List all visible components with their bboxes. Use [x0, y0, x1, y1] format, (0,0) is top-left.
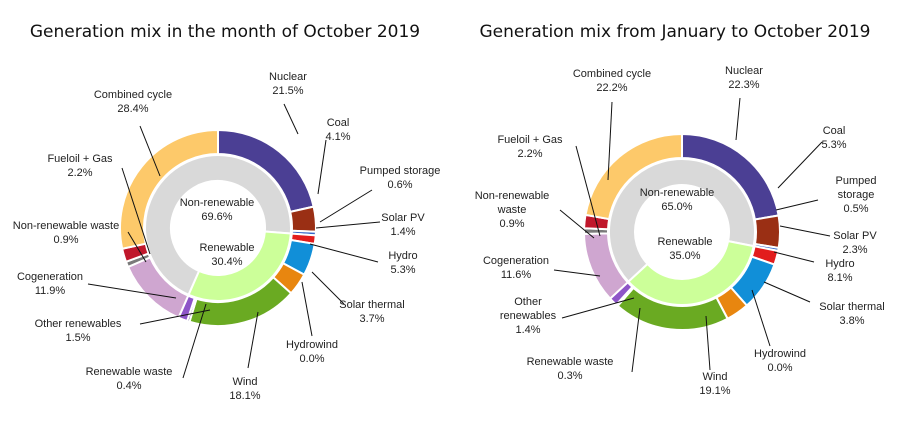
- leader-line-nuclear: [283, 103, 299, 135]
- slice-label-combined-cycle: Combined cycle 28.4%: [94, 89, 172, 115]
- slice-label-combined-cycle: Combined cycle 22.2%: [573, 68, 651, 94]
- inner-slice-renewable: [627, 239, 755, 306]
- inner-label-non-renewable: Non-renewable 69.6%: [180, 197, 255, 223]
- slice-label-pumped-storage: Pumped storage 0.6%: [360, 165, 441, 191]
- leader-line-non-renewable-waste: [559, 209, 595, 239]
- leader-line-hydro: [309, 243, 379, 263]
- leader-line-wind: [705, 315, 711, 371]
- leader-line-hydrowind: [751, 289, 771, 347]
- leader-line-solar-thermal: [311, 271, 345, 305]
- inner-label-renewable: Renewable 35.0%: [657, 236, 712, 262]
- slice-label-hydrowind: Hydrowind 0.0%: [286, 339, 338, 365]
- leader-line-renewable-waste: [631, 307, 641, 373]
- slice-coal: [289, 205, 317, 233]
- slice-label-hydro: Hydro 8.1%: [825, 258, 854, 284]
- leader-line-coal: [317, 139, 327, 195]
- chart-title: Generation mix from January to October 2…: [479, 22, 871, 42]
- slice-label-renewable-waste: Renewable waste 0.3%: [527, 356, 614, 382]
- inner-label-renewable: Renewable 30.4%: [199, 242, 254, 268]
- inner-slice-renewable: [187, 230, 292, 302]
- leader-line-fueloil-gas: [121, 167, 151, 255]
- slice-label-solar-pv: Solar PV 2.3%: [833, 230, 877, 256]
- slice-label-cogeneration: Cogeneration 11.6%: [483, 255, 549, 281]
- leader-line-solar-pv: [779, 225, 831, 237]
- inner-label-non-renewable: Non-renewable 65.0%: [640, 187, 715, 213]
- leader-line-solar-thermal: [763, 281, 811, 303]
- slice-label-solar-thermal: Solar thermal 3.8%: [819, 301, 884, 327]
- slice-label-non-renewable-waste: Non-renewable waste 0.9%: [475, 190, 550, 230]
- slice-label-non-renewable-waste: Non-renewable waste 0.9%: [13, 220, 119, 246]
- slice-label-coal: Coal 5.3%: [821, 125, 846, 151]
- leader-line-other-renewables: [561, 297, 635, 319]
- leader-line-combined-cycle: [607, 101, 613, 181]
- chart-october-2019: Generation mix in the month of October 2…: [0, 0, 450, 436]
- leader-line-hydro: [773, 251, 815, 263]
- chart-january-october-2019: Generation mix from January to October 2…: [450, 0, 900, 436]
- slice-label-wind: Wind 18.1%: [229, 376, 260, 402]
- leader-line-fueloil-gas: [575, 145, 601, 237]
- slice-label-pumped-storage: Pumped storage 0.5%: [836, 175, 877, 215]
- leader-line-other-renewables: [139, 309, 211, 325]
- slice-coal: [753, 214, 781, 250]
- slice-label-other-renewables: Other renewables 1.5%: [35, 318, 122, 344]
- slice-label-solar-pv: Solar PV 1.4%: [381, 212, 425, 238]
- leader-line-renewable-waste: [182, 303, 207, 379]
- leader-line-nuclear: [735, 97, 741, 141]
- slice-label-fueloil-gas: Fueloil + Gas 2.2%: [47, 153, 113, 179]
- donut-chart-svg: Non-renewable 65.0% Renewable 35.0% Nuclear 2…: [475, 65, 885, 397]
- leader-line-cogeneration: [87, 283, 177, 299]
- leader-line-coal: [777, 141, 823, 189]
- inner-slice-non-renewable: [608, 158, 756, 284]
- slice-label-renewable-waste: Renewable waste 0.4%: [86, 366, 173, 392]
- slice-label-solar-thermal: Solar thermal 3.7%: [339, 299, 404, 325]
- slice-label-hydrowind: Hydrowind 0.0%: [754, 348, 806, 374]
- inner-slice-non-renewable: [144, 154, 292, 297]
- leader-line-non-renewable-waste: [127, 231, 147, 263]
- leader-line-cogeneration: [553, 269, 601, 277]
- slice-label-nuclear: Nuclear 21.5%: [269, 71, 307, 97]
- slice-label-wind: Wind 19.1%: [699, 371, 730, 397]
- slice-label-nuclear: Nuclear 22.3%: [725, 65, 763, 91]
- slice-label-fueloil-gas: Fueloil + Gas 2.2%: [497, 134, 563, 160]
- chart-title: Generation mix in the month of October 2…: [29, 22, 421, 42]
- slice-label-hydro: Hydro 5.3%: [388, 250, 417, 276]
- slice-label-coal: Coal 4.1%: [325, 117, 350, 143]
- leader-line-pumped-storage: [775, 199, 819, 211]
- slice-label-other-renewables: Other renewables 1.4%: [500, 296, 557, 336]
- leader-line-pumped-storage: [319, 189, 373, 223]
- donut-chart-svg: Non-renewable 69.6% Renewable 30.4% Nuclear 2…: [13, 71, 441, 402]
- leader-line-solar-pv: [315, 221, 381, 229]
- slice-label-cogeneration: Cogeneration 11.9%: [17, 271, 83, 297]
- leader-line-hydrowind: [301, 281, 313, 337]
- leader-line-combined-cycle: [139, 125, 161, 177]
- leader-line-wind: [247, 311, 259, 369]
